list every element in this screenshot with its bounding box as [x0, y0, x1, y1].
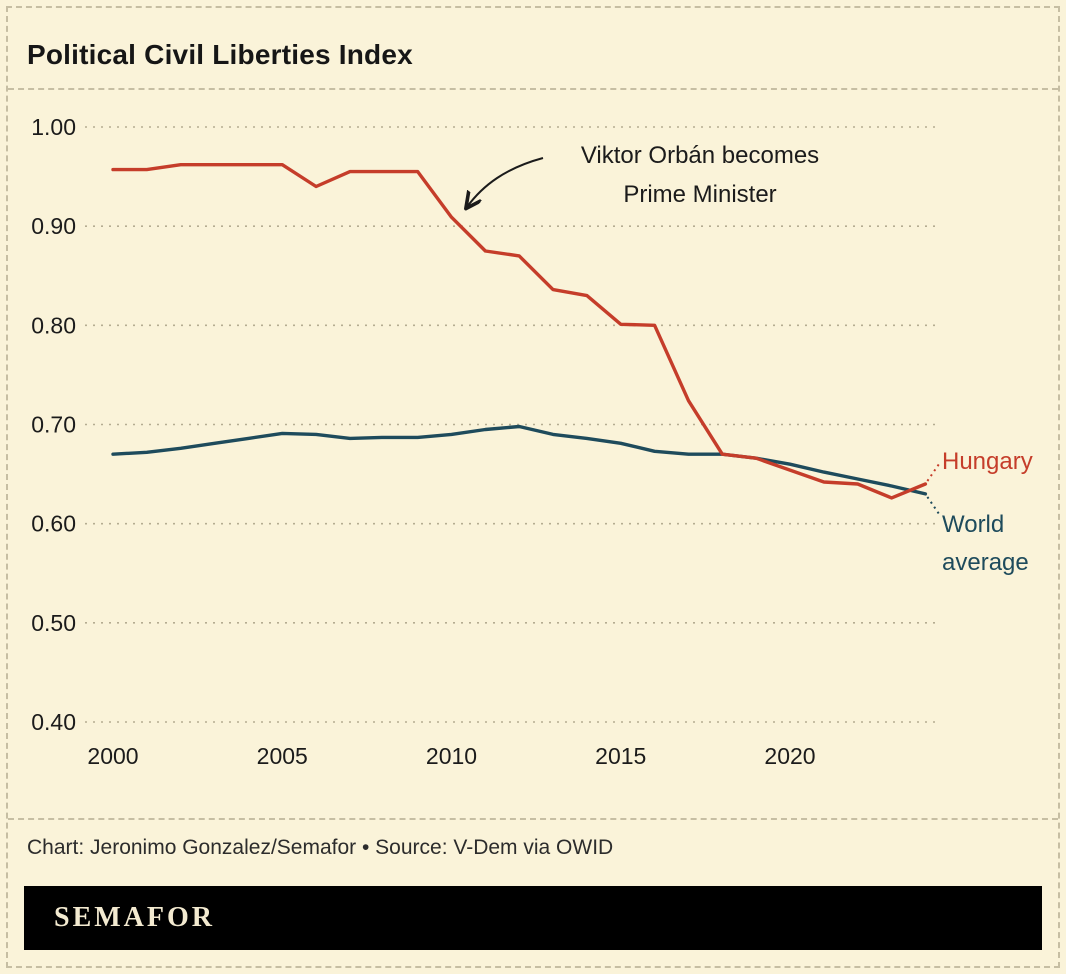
series-lines-group	[111, 162, 928, 500]
gridlines-group	[85, 126, 935, 723]
divider-top	[8, 88, 1058, 90]
y-tick-label: 0.80	[31, 312, 76, 338]
line-chart-canvas: 1.00 0.90 0.80 0.70 0.60 0.50 0.40 2000 2005 2010…	[31, 114, 942, 769]
divider-bottom	[8, 818, 1058, 820]
annotation-line2: Prime Minister	[623, 181, 777, 208]
y-tick-label: 1.00	[31, 114, 76, 140]
leader-lines-group	[926, 461, 942, 517]
annotation-line1: Viktor Orbán becomes	[580, 142, 820, 169]
series-line-hungary	[111, 162, 928, 500]
annotation-arrow	[467, 157, 544, 207]
credit-line: Chart: Jeronimo Gonzalez/Semafor • Sourc…	[27, 836, 614, 859]
page-title: Political Civil Liberties Index	[27, 38, 413, 70]
y-tick-label: 0.60	[31, 511, 76, 537]
annotation-orban: Viktor Orbán becomes Prime Minister	[510, 136, 890, 214]
leader-line-hungary	[926, 461, 942, 482]
series-label-world-line1: World	[942, 511, 1005, 538]
x-tick-label: 2000	[87, 743, 138, 769]
series-label-world-average: World average	[942, 506, 1062, 582]
semafor-logo-text: SEMAFOR	[54, 902, 215, 933]
y-tick-label: 0.40	[31, 709, 76, 735]
y-tick-label: 0.70	[31, 412, 76, 438]
axis-ticks-group: 1.00 0.90 0.80 0.70 0.60 0.50 0.40 2000 2005 2010…	[31, 114, 815, 769]
series-label-hungary: Hungary	[942, 448, 1033, 475]
series-line-world-average	[111, 424, 928, 496]
leader-line-world-average	[926, 496, 942, 517]
series-label-world-line2: average	[942, 549, 1029, 576]
x-tick-label: 2015	[595, 743, 646, 769]
x-tick-label: 2010	[426, 743, 477, 769]
y-tick-label: 0.50	[31, 610, 76, 636]
x-tick-label: 2005	[257, 743, 308, 769]
semafor-logo-bar: SEMAFOR	[24, 886, 1042, 950]
y-tick-label: 0.90	[31, 213, 76, 239]
x-tick-label: 2020	[764, 743, 815, 769]
